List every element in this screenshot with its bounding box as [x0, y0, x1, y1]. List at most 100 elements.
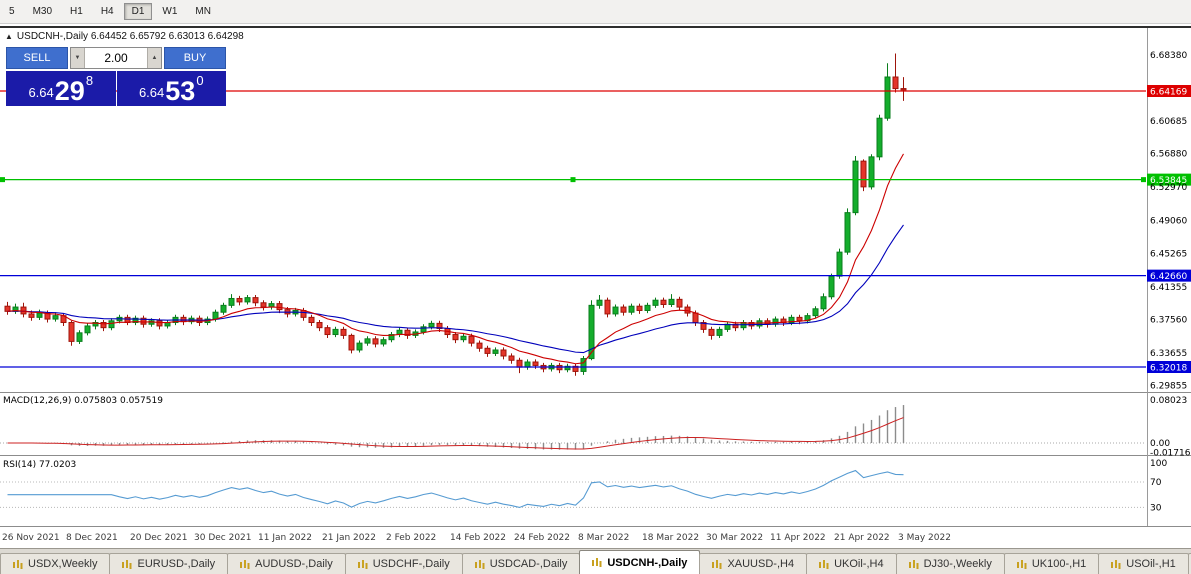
sell-price-display[interactable]: 6.64 29 8 [6, 71, 116, 106]
buy-price-prefix: 6.64 [138, 85, 165, 100]
candlestick-chart-icon [357, 559, 368, 569]
svg-text:0.08023: 0.08023 [1150, 396, 1187, 406]
svg-text:6.33655: 6.33655 [1150, 349, 1187, 359]
svg-text:30 Mar 2022: 30 Mar 2022 [706, 533, 763, 543]
svg-text:3 May 2022: 3 May 2022 [898, 533, 951, 543]
chart-tab-usoil-h1[interactable]: USOil-,H1 [1098, 553, 1189, 574]
blue-level-line-lower: 6.32018 [0, 360, 1191, 373]
chart-tab-label: USDCNH-,Daily [607, 556, 688, 569]
chart-tab-dj30-weekly[interactable]: DJ30-,Weekly [895, 553, 1005, 574]
chart-tab-ukoil-h4[interactable]: UKOil-,H4 [806, 553, 897, 574]
chart-tab-uk100-h1[interactable]: UK100-,H1 [1003, 553, 1100, 574]
svg-text:6.64169: 6.64169 [1150, 88, 1187, 98]
rsi-indicator: RSI(14) 77.0203 100 70 30 [0, 459, 1167, 513]
volume-increase-button[interactable]: ▲ [147, 48, 161, 68]
buy-price-pips: 53 [165, 76, 196, 106]
svg-text:21 Apr 2022: 21 Apr 2022 [834, 533, 890, 543]
timeframe-button-mn[interactable]: MN [187, 3, 219, 20]
timeframe-button-h1[interactable]: H1 [62, 3, 91, 20]
candlestick-chart-icon [908, 559, 919, 569]
svg-text:21 Jan 2022: 21 Jan 2022 [322, 533, 376, 543]
chart-tab-label: USOil-,H1 [1126, 558, 1176, 570]
svg-text:18 Mar 2022: 18 Mar 2022 [642, 533, 699, 543]
svg-text:6.32018: 6.32018 [1150, 363, 1187, 373]
candlestick-chart-icon [1111, 559, 1121, 569]
sell-price-prefix: 6.64 [28, 85, 54, 100]
chart-tab-label: DJ30-,Weekly [923, 558, 992, 570]
volume-stepper: ▼ 2.00 ▲ [70, 47, 162, 69]
price-chart-canvas[interactable]: 6.64169 6.53845 6.42660 6.32018 6.68380 6.606… [0, 24, 1191, 548]
svg-text:8 Mar 2022: 8 Mar 2022 [578, 533, 629, 543]
chart-tabs-bar: USDX,Weekly EURUSD-,Daily AUDUSD-,Daily USD… [0, 548, 1191, 574]
svg-text:6.60685: 6.60685 [1150, 117, 1187, 127]
ma-slow-line [7, 224, 904, 354]
timeframe-button-5[interactable]: 5 [1, 3, 23, 20]
timeframe-toolbar: 5 M30 H1 H4 D1 W1 MN [0, 0, 1191, 24]
svg-text:70: 70 [1150, 478, 1162, 488]
svg-text:2 Feb 2022: 2 Feb 2022 [386, 533, 436, 543]
svg-text:6.68380: 6.68380 [1150, 51, 1187, 61]
chart-tab-eurusd-daily[interactable]: EURUSD-,Daily [109, 553, 229, 574]
chart-tab-hk50-h1[interactable]: HK50-,H1 [1187, 553, 1191, 574]
green-support-line: 6.53845 [0, 173, 1191, 186]
svg-text:26 Nov 2021: 26 Nov 2021 [2, 533, 60, 543]
chart-tab-usdx-weekly[interactable]: USDX,Weekly [0, 553, 111, 574]
chart-tab-usdcad-daily[interactable]: USDCAD-,Daily [461, 553, 581, 574]
date-axis-labels: 26 Nov 2021 8 Dec 2021 20 Dec 2021 30 Dec 2… [2, 533, 951, 543]
trade-panel-controls: SELL ▼ 2.00 ▲ BUY [6, 47, 226, 69]
svg-text:11 Jan 2022: 11 Jan 2022 [258, 533, 312, 543]
volume-decrease-button[interactable]: ▼ [71, 48, 85, 68]
svg-text:14 Feb 2022: 14 Feb 2022 [450, 533, 506, 543]
sell-button[interactable]: SELL [6, 47, 68, 69]
svg-text:6.42660: 6.42660 [1150, 272, 1187, 282]
chart-tab-label: USDCAD-,Daily [489, 558, 568, 570]
one-click-trade-panel: SELL ▼ 2.00 ▲ BUY 6.64 29 8 6.64 53 0 [6, 47, 226, 106]
buy-price-display[interactable]: 6.64 53 0 [116, 71, 226, 106]
timeframe-button-h4[interactable]: H4 [93, 3, 122, 20]
chart-tab-label: UK100-,H1 [1031, 558, 1087, 570]
chart-area: 6.64169 6.53845 6.42660 6.32018 6.68380 6.606… [0, 24, 1191, 548]
sell-price-pips: 29 [54, 76, 85, 106]
svg-text:6.53845: 6.53845 [1150, 176, 1187, 186]
candlestick-chart-icon [122, 559, 132, 569]
price-axis-labels: 6.68380 6.60685 6.56880 6.52970 6.49060 6.452… [1150, 51, 1187, 392]
chart-tab-label: USDCHF-,Daily [372, 558, 450, 570]
svg-text:100: 100 [1150, 459, 1167, 469]
ma-fast-line [7, 153, 904, 365]
macd-indicator: MACD(12,26,9) 0.075803 0.057519 0.08023 0.… [0, 396, 1191, 458]
svg-text:24 Feb 2022: 24 Feb 2022 [514, 533, 570, 543]
timeframe-button-m30[interactable]: M30 [25, 3, 60, 20]
svg-text:30: 30 [1150, 503, 1162, 513]
volume-input[interactable]: 2.00 [104, 51, 128, 65]
chart-tab-audusd-daily[interactable]: AUDUSD-,Daily [227, 553, 346, 574]
trade-panel-prices: 6.64 29 8 6.64 53 0 [6, 71, 226, 106]
svg-text:8 Dec 2021: 8 Dec 2021 [66, 533, 118, 543]
svg-text:-0.01716: -0.01716 [1150, 448, 1191, 458]
timeframe-button-d1[interactable]: D1 [123, 3, 153, 20]
candlestick-chart-icon [712, 559, 722, 569]
candlestick-chart-icon [592, 558, 602, 567]
svg-text:6.29855: 6.29855 [1150, 382, 1187, 392]
buy-button[interactable]: BUY [164, 47, 226, 69]
svg-text:6.41355: 6.41355 [1150, 283, 1187, 293]
svg-text:6.49060: 6.49060 [1150, 217, 1187, 227]
timeframe-button-w1[interactable]: W1 [154, 3, 185, 20]
svg-text:6.37560: 6.37560 [1150, 315, 1187, 325]
svg-text:MACD(12,26,9) 0.075803 0.05751: MACD(12,26,9) 0.075803 0.057519 [3, 396, 163, 406]
chart-tab-xauusd-h4[interactable]: XAUUSD-,H4 [699, 553, 808, 574]
svg-text:30 Dec 2021: 30 Dec 2021 [194, 533, 252, 543]
chart-tab-label: AUDUSD-,Daily [255, 558, 333, 570]
chart-tab-label: EURUSD-,Daily [137, 558, 216, 570]
trade-panel-toggle-icon[interactable]: ▲ [5, 32, 13, 41]
svg-text:0.00: 0.00 [1150, 439, 1170, 449]
chart-title: ▲ USDCNH-,Daily 6.64452 6.65792 6.63013 … [5, 31, 244, 42]
candlestick-chart-icon [13, 559, 23, 569]
chart-tab-usdchf-daily[interactable]: USDCHF-,Daily [344, 553, 463, 574]
svg-text:11 Apr 2022: 11 Apr 2022 [770, 533, 826, 543]
chart-tab-usdcnh-daily[interactable]: USDCNH-,Daily [579, 550, 701, 574]
sell-price-pipette: 8 [85, 73, 94, 88]
svg-text:6.52970: 6.52970 [1150, 183, 1187, 193]
svg-text:6.45265: 6.45265 [1150, 249, 1187, 259]
chart-tab-label: UKOil-,H4 [834, 558, 884, 570]
